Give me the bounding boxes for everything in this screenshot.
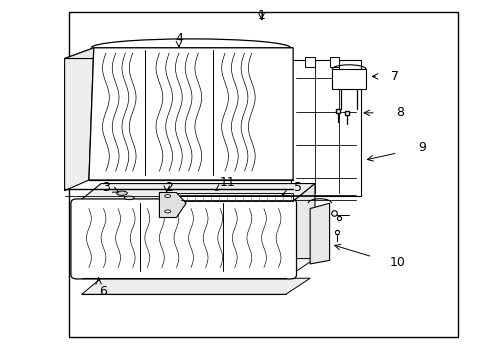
Ellipse shape [164, 210, 170, 213]
Text: 4: 4 [175, 32, 183, 45]
Text: 3: 3 [102, 181, 110, 194]
Polygon shape [309, 203, 329, 264]
Polygon shape [81, 278, 309, 294]
Bar [69, 12, 458, 337]
Polygon shape [290, 184, 314, 275]
Polygon shape [169, 193, 292, 202]
Ellipse shape [116, 191, 127, 195]
Polygon shape [64, 48, 94, 191]
Text: 9: 9 [417, 141, 425, 154]
Ellipse shape [124, 196, 134, 200]
Text: 10: 10 [389, 256, 405, 269]
Polygon shape [81, 258, 314, 278]
Text: 1: 1 [257, 9, 265, 22]
Polygon shape [331, 69, 366, 89]
Bar [305, 57, 314, 67]
Bar [290, 60, 361, 196]
Polygon shape [159, 193, 186, 217]
Ellipse shape [164, 195, 170, 198]
Text: 7: 7 [390, 70, 398, 83]
FancyBboxPatch shape [71, 199, 296, 279]
Text: 5: 5 [293, 181, 302, 194]
Text: 6: 6 [100, 285, 107, 298]
Text: 8: 8 [395, 106, 403, 120]
Bar [329, 57, 339, 67]
Polygon shape [64, 48, 292, 59]
Text: 2: 2 [165, 181, 173, 194]
Polygon shape [77, 184, 314, 203]
Polygon shape [89, 48, 292, 180]
Text: 11: 11 [219, 176, 235, 189]
